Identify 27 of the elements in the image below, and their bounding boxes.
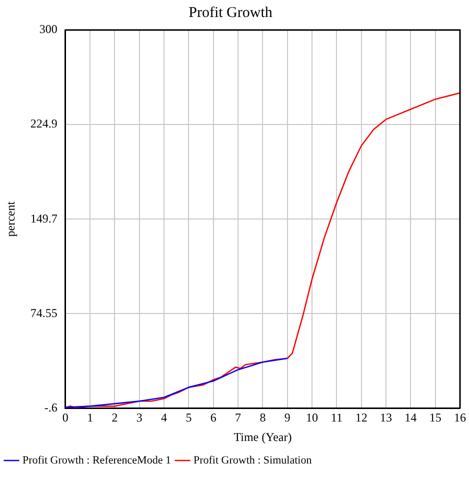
legend-label: Profit Growth : ReferenceMode 1 — [22, 454, 171, 466]
x-tick-label: 1 — [87, 410, 94, 425]
x-tick-label: 16 — [454, 410, 466, 425]
x-tick-label: 15 — [429, 410, 442, 425]
x-tick-label: 9 — [284, 410, 290, 425]
x-tick-label: 2 — [112, 410, 118, 425]
x-axis-title: Time (Year) — [234, 430, 292, 444]
x-tick-label: 12 — [355, 410, 368, 425]
y-tick-label: 149.7 — [30, 211, 58, 226]
x-tick-label: 8 — [260, 410, 266, 425]
x-tick-label: 11 — [330, 410, 342, 425]
y-tick-label: -.6 — [44, 400, 58, 414]
x-tick-label: 7 — [235, 410, 242, 425]
x-tick-label: 5 — [186, 410, 192, 425]
y-tick-label: 224.9 — [30, 116, 58, 131]
x-tick-label: 14 — [404, 410, 417, 425]
x-tick-label: 3 — [136, 410, 142, 425]
y-axis-title: percent — [3, 200, 18, 237]
x-tick-label: 4 — [161, 410, 168, 425]
chart-title: Profit Growth — [188, 4, 273, 21]
x-tick-label: 10 — [306, 410, 318, 425]
y-tick-label: 74.55 — [30, 306, 58, 320]
x-tick-label: 0 — [62, 410, 68, 425]
legend-label: Profit Growth : Simulation — [193, 454, 312, 466]
x-tick-label: 13 — [380, 410, 392, 425]
y-tick-label: 300 — [39, 22, 58, 36]
x-tick-label: 6 — [210, 410, 216, 425]
